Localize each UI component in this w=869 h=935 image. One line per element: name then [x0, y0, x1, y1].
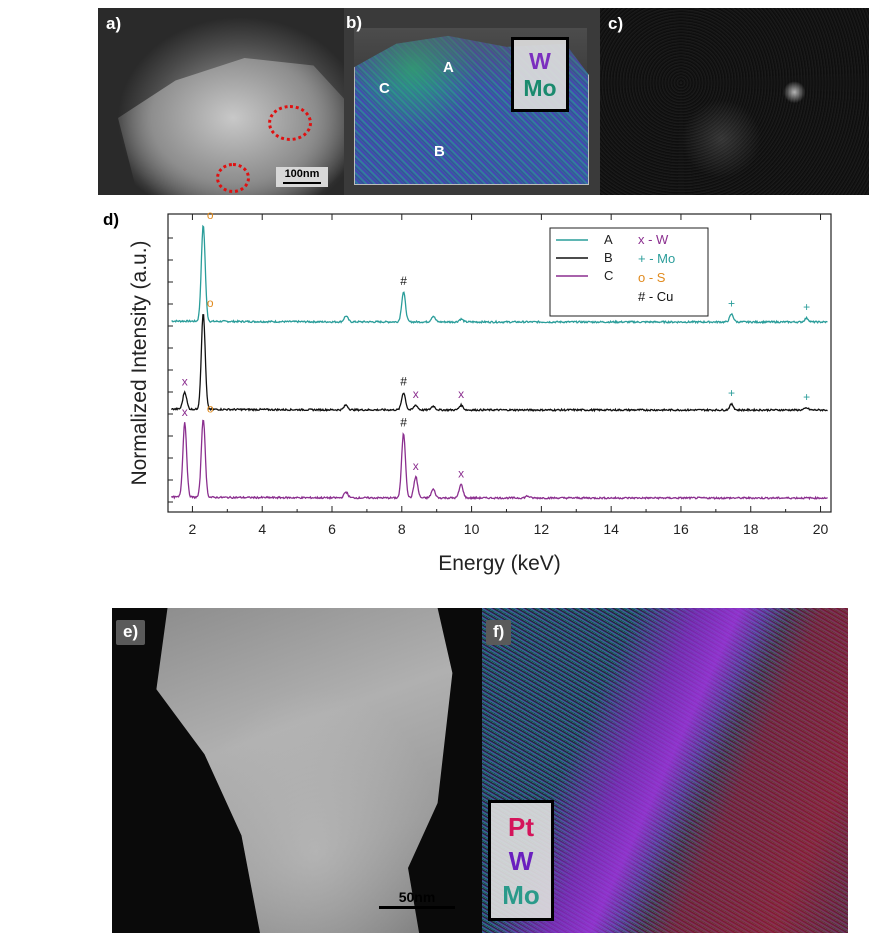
peak-label: x	[413, 387, 419, 401]
peak-label: o	[207, 208, 214, 222]
legend-mo-f: Mo	[502, 879, 540, 910]
scalebar-text: 100nm	[284, 168, 320, 180]
panel-c-label: c)	[608, 14, 624, 33]
series-line-c	[170, 419, 828, 501]
x-tick-label: 4	[258, 521, 266, 537]
legend-mo: Mo	[523, 74, 557, 101]
peak-label: x	[182, 405, 188, 419]
peak-label: x	[413, 459, 419, 473]
y-axis-label: Normalized Intensity (a.u.)	[128, 240, 151, 485]
plot-frame	[167, 213, 832, 513]
chart-legend-box	[549, 227, 709, 317]
peak-label: x	[182, 375, 188, 389]
scalebar-line-e	[379, 906, 455, 909]
panel-a-stem-image: 100nm a)	[98, 8, 344, 195]
scalebar-line	[283, 182, 321, 184]
x-tick-label: 6	[328, 521, 336, 537]
peak-label: #	[400, 416, 407, 430]
peak-label: +	[728, 296, 735, 310]
x-tick-label: 20	[813, 521, 829, 537]
highlight-circle-1	[268, 105, 312, 141]
region-label-b: B	[434, 143, 445, 160]
peak-label: #	[400, 375, 407, 389]
series-line-b	[170, 314, 828, 413]
peak-label: x	[458, 467, 464, 481]
legend-series-label: A	[604, 232, 613, 247]
x-tick-label: 2	[189, 521, 197, 537]
peak-label: o	[207, 296, 214, 310]
element-legend-f: Pt W Mo	[488, 800, 554, 921]
legend-w-f: W	[508, 845, 534, 876]
legend-series-label: B	[604, 250, 613, 265]
peak-label: #	[400, 274, 407, 288]
x-tick-label: 8	[398, 521, 406, 537]
x-tick-label: 12	[534, 521, 550, 537]
peak-label: +	[803, 390, 810, 404]
peak-label: x	[458, 387, 464, 401]
legend-series-label: C	[604, 268, 613, 283]
element-legend-b: W Mo	[511, 37, 569, 112]
legend-marker-label: # - Cu	[638, 289, 673, 304]
panel-f-label: f)	[486, 620, 512, 645]
legend-w: W	[529, 47, 551, 74]
legend-marker-label: + - Mo	[638, 251, 675, 266]
panel-e-label: e)	[116, 620, 146, 645]
panel-d-label: d)	[103, 210, 120, 229]
sample-region	[156, 608, 453, 933]
region-label-a: A	[443, 59, 454, 76]
scalebar-text-e: 50nm	[398, 889, 436, 905]
panel-a-label: a)	[106, 14, 122, 33]
panel-b-eds-map: A B C W Mo b)	[344, 8, 600, 195]
peak-label: +	[728, 386, 735, 400]
highlight-circle-2	[216, 163, 250, 193]
legend-marker-label: x - W	[638, 232, 669, 247]
peak-label: +	[803, 300, 810, 314]
panel-c-element-map: c)	[600, 8, 869, 195]
peak-label: o	[207, 401, 214, 415]
eds-spectra-chart: 2 4 6 8 10 12 14 16 18 20 Energy (keV) Normalized I…	[128, 208, 832, 575]
panel-e-stem-image: 50nm e)	[112, 608, 482, 933]
x-axis-label: Energy (keV)	[438, 552, 561, 575]
region-label-c: C	[379, 80, 390, 97]
panel-f-eds-map: Pt W Mo f)	[482, 608, 848, 933]
x-tick-label: 16	[673, 521, 689, 537]
panel-b-label: b)	[346, 13, 363, 32]
x-tick-label: 14	[603, 521, 619, 537]
series-line-a	[171, 224, 828, 325]
x-tick-label: 10	[464, 521, 480, 537]
legend-marker-label: o - S	[638, 270, 666, 285]
legend-pt: Pt	[508, 811, 534, 842]
scalebar-box: 100nm	[276, 167, 328, 187]
x-tick-label: 18	[743, 521, 759, 537]
